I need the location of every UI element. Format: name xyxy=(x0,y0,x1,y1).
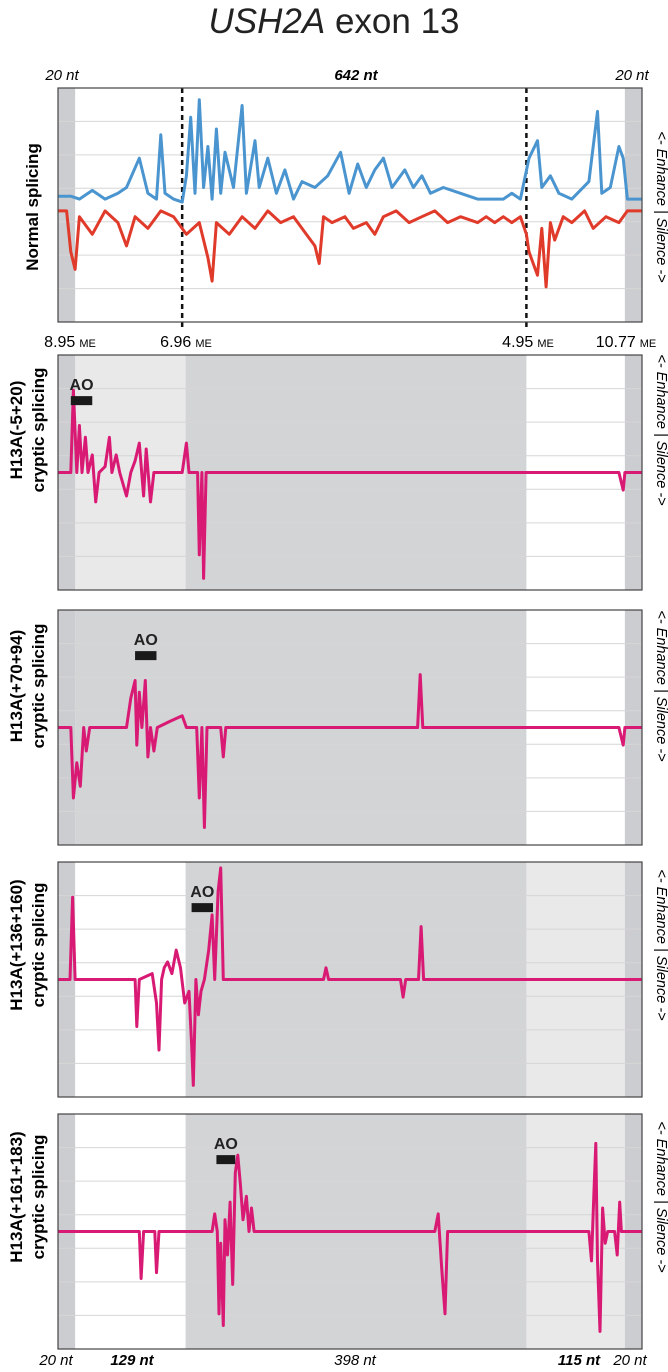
panel-4-ao-bar xyxy=(216,1155,236,1165)
panel-2-series-0-cryptic xyxy=(58,673,642,829)
panel-0-intron-region-1 xyxy=(624,88,642,322)
panel-3-series-0-cryptic xyxy=(58,866,642,1087)
panel-4-series-0-cryptic xyxy=(58,1141,642,1333)
bottom-region2-label: 398 nt xyxy=(334,1352,377,1369)
top-left-intron-label: 20 nt xyxy=(44,67,79,84)
bottom-left-intron-label: 20 nt xyxy=(38,1352,73,1369)
panel-3-ao-label: AO xyxy=(190,884,214,901)
data-series xyxy=(58,98,642,1333)
panel-0-intron-region-0 xyxy=(58,88,76,322)
ao-markers: AO AO AO AO xyxy=(70,377,238,1165)
panel-1-ylabel-line1: H13A(-5+20) xyxy=(7,381,26,480)
right-axis-label-2: <- Enhance | Silence -> xyxy=(653,610,668,761)
panel-0-series-1-silence xyxy=(58,209,642,289)
panel-2-ao-bar xyxy=(135,651,157,661)
gridlines xyxy=(58,120,642,1316)
bottom-region3-label: 115 nt xyxy=(558,1352,601,1369)
top-exon-length-label: 642 nt xyxy=(334,67,378,84)
panel-4-frame xyxy=(57,1113,643,1350)
panel-2-ao-label: AO xyxy=(134,632,158,649)
panel-2-frame xyxy=(57,609,643,846)
panel-2-ylabel-line2: cryptic splicing xyxy=(29,624,48,749)
panel-3-ylabel-line1: H13A(+136+160) xyxy=(7,879,26,1010)
reference-lines xyxy=(180,88,528,330)
right-axis-label-1: <- Enhance | Silence -> xyxy=(653,354,668,505)
panel-0-series-0-enhance xyxy=(58,98,642,204)
top-right-intron-label: 20 nt xyxy=(614,67,649,84)
me-label-3: 10.77 ME xyxy=(596,334,657,351)
right-axis-label-0: <- Enhance | Silence -> xyxy=(653,131,668,282)
exon-label: exon 13 xyxy=(325,2,460,41)
right-axis-label-4: <- Enhance | Silence -> xyxy=(653,1121,668,1272)
panel-3-frame xyxy=(57,861,643,1098)
bottom-right-intron-label: 20 nt xyxy=(612,1352,647,1369)
panel-4-ao-label: AO xyxy=(214,1136,238,1153)
bottom-region1-label: 129 nt xyxy=(110,1352,154,1369)
panel-3-ao-bar xyxy=(191,903,213,913)
me-label-1: 6.96 ME xyxy=(160,334,212,351)
right-axis-label-3: <- Enhance | Silence -> xyxy=(653,869,668,1020)
panel-4-ylabel-line2: cryptic splicing xyxy=(29,1135,48,1260)
panel-1-series-0-cryptic xyxy=(58,388,642,580)
panel-1-ao-bar xyxy=(70,396,93,406)
panel-3-ylabel-line2: cryptic splicing xyxy=(29,883,48,1008)
panel-1-ylabel-line2: cryptic splicing xyxy=(29,368,48,493)
panel-0-frame xyxy=(57,87,643,323)
me-label-2: 4.95 ME xyxy=(502,334,554,351)
gene-name: USH2A xyxy=(208,2,326,41)
panel-1-ao-label: AO xyxy=(70,377,94,394)
figure-title: USH2A exon 13 xyxy=(0,2,668,42)
panel-frames xyxy=(57,87,643,1350)
panel-0-ylabel: Normal splicing xyxy=(23,143,42,271)
panel-1-frame xyxy=(57,354,643,591)
panel-4-ylabel-line1: H13A(+161+183) xyxy=(7,1131,26,1262)
panel-2-ylabel-line1: H13A(+70+94) xyxy=(7,630,26,742)
me-label-0: 8.95 ME xyxy=(44,334,96,351)
